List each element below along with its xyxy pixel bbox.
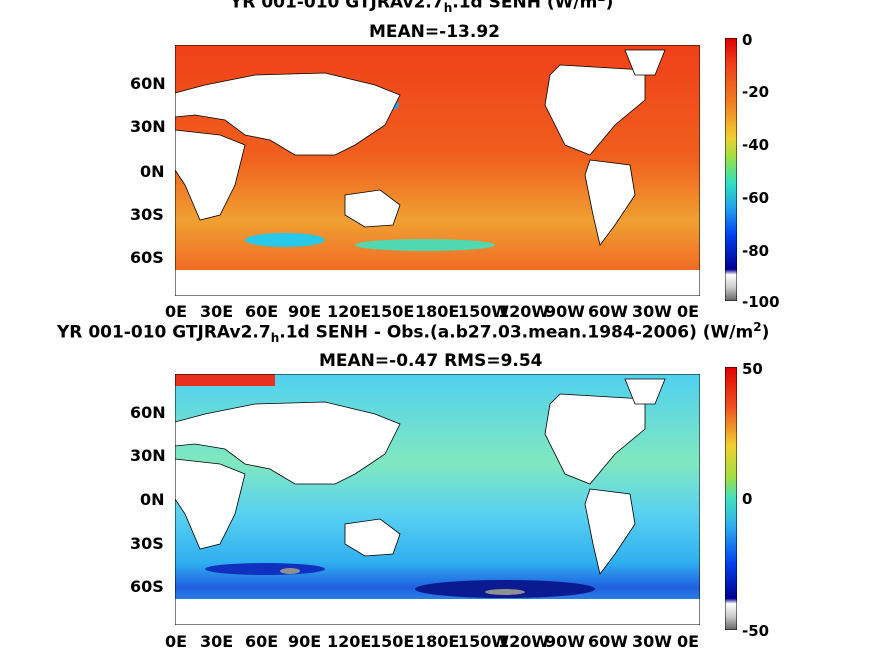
lon-label: 90E [288,302,322,321]
panel2-lat-0n: 0N [140,490,165,509]
lon-label: 0E [165,632,188,651]
lon-label: 180E [415,302,460,321]
antarctica [175,270,700,296]
panel1-cb-tick: -60 [742,189,770,207]
panel1-lon-axis: 0E 30E 60E 90E 120E 150E 180E 150W 120W … [165,302,725,322]
panel2-lat-60s: 60S [130,577,164,596]
lon-label: 30E [200,302,234,321]
panel1-cb-tick: 0 [742,31,753,49]
lon-label: 60W [588,632,628,651]
lon-label: 120W [498,302,550,321]
panel1-lat-60n: 60N [130,74,166,93]
panel1-colorbar [725,38,737,301]
panel1-map [175,45,700,296]
lon-label: 60W [588,302,628,321]
panel2-lon-axis: 0E 30E 60E 90E 120E 150E 180E 150W 120W … [165,632,725,652]
lon-label: 0E [677,302,700,321]
lon-label: 30E [200,632,234,651]
panel2-title: YR 001-010 GTJRAv2.7h.1d SENH - Obs.(a.b… [57,320,770,346]
panel2-colorbar [725,367,737,630]
panel2-cb-tick: 50 [742,360,763,378]
land-australia [344,189,401,228]
panel1-lat-30s: 30S [130,205,164,224]
land-south-america [584,159,636,246]
lon-label: 60E [245,302,279,321]
lon-label: 120E [327,302,372,321]
land-north-america [544,64,646,156]
panel1-cb-tick: -40 [742,136,770,154]
lon-label: 150W [458,302,510,321]
lon-label: 30W [632,302,672,321]
panel1-cb-tick: -20 [742,83,770,101]
panel2-lat-30n: 30N [130,446,166,465]
land-africa [175,129,246,221]
lon-label: 60E [245,632,279,651]
lon-label: 90E [288,632,322,651]
panel1-lat-60s: 60S [130,248,164,267]
lon-label: 90W [545,302,585,321]
lon-label: 150W [458,632,510,651]
lon-label: 30W [632,632,672,651]
panel1-cb-tick: -80 [742,242,770,260]
panel1-title: YR 001-010 GTJRAv2.7h.1d SENH (W/m2) [230,0,614,16]
lon-label: 120W [498,632,550,651]
panel2-stats: MEAN=-0.47 RMS=9.54 [319,351,543,371]
land-eurasia [175,72,401,156]
panel1-lat-30n: 30N [130,117,166,136]
lon-label: 150E [370,632,415,651]
panel2-cb-tick: 0 [742,490,753,508]
panel1-lat-0n: 0N [140,162,165,181]
land-greenland [624,49,666,76]
lon-label: 0E [677,632,700,651]
lon-label: 120E [327,632,372,651]
panel2-lat-30s: 30S [130,534,164,553]
panel1-cb-tick: -100 [742,293,780,311]
panel2-cb-tick: -50 [742,622,770,640]
panel2-map [175,374,700,625]
panel2-lat-60n: 60N [130,403,166,422]
lon-label: 0E [165,302,188,321]
lon-label: 150E [370,302,415,321]
lon-label: 90W [545,632,585,651]
panel1-mean-stat: MEAN=-13.92 [369,22,500,42]
lon-label: 180E [415,632,460,651]
